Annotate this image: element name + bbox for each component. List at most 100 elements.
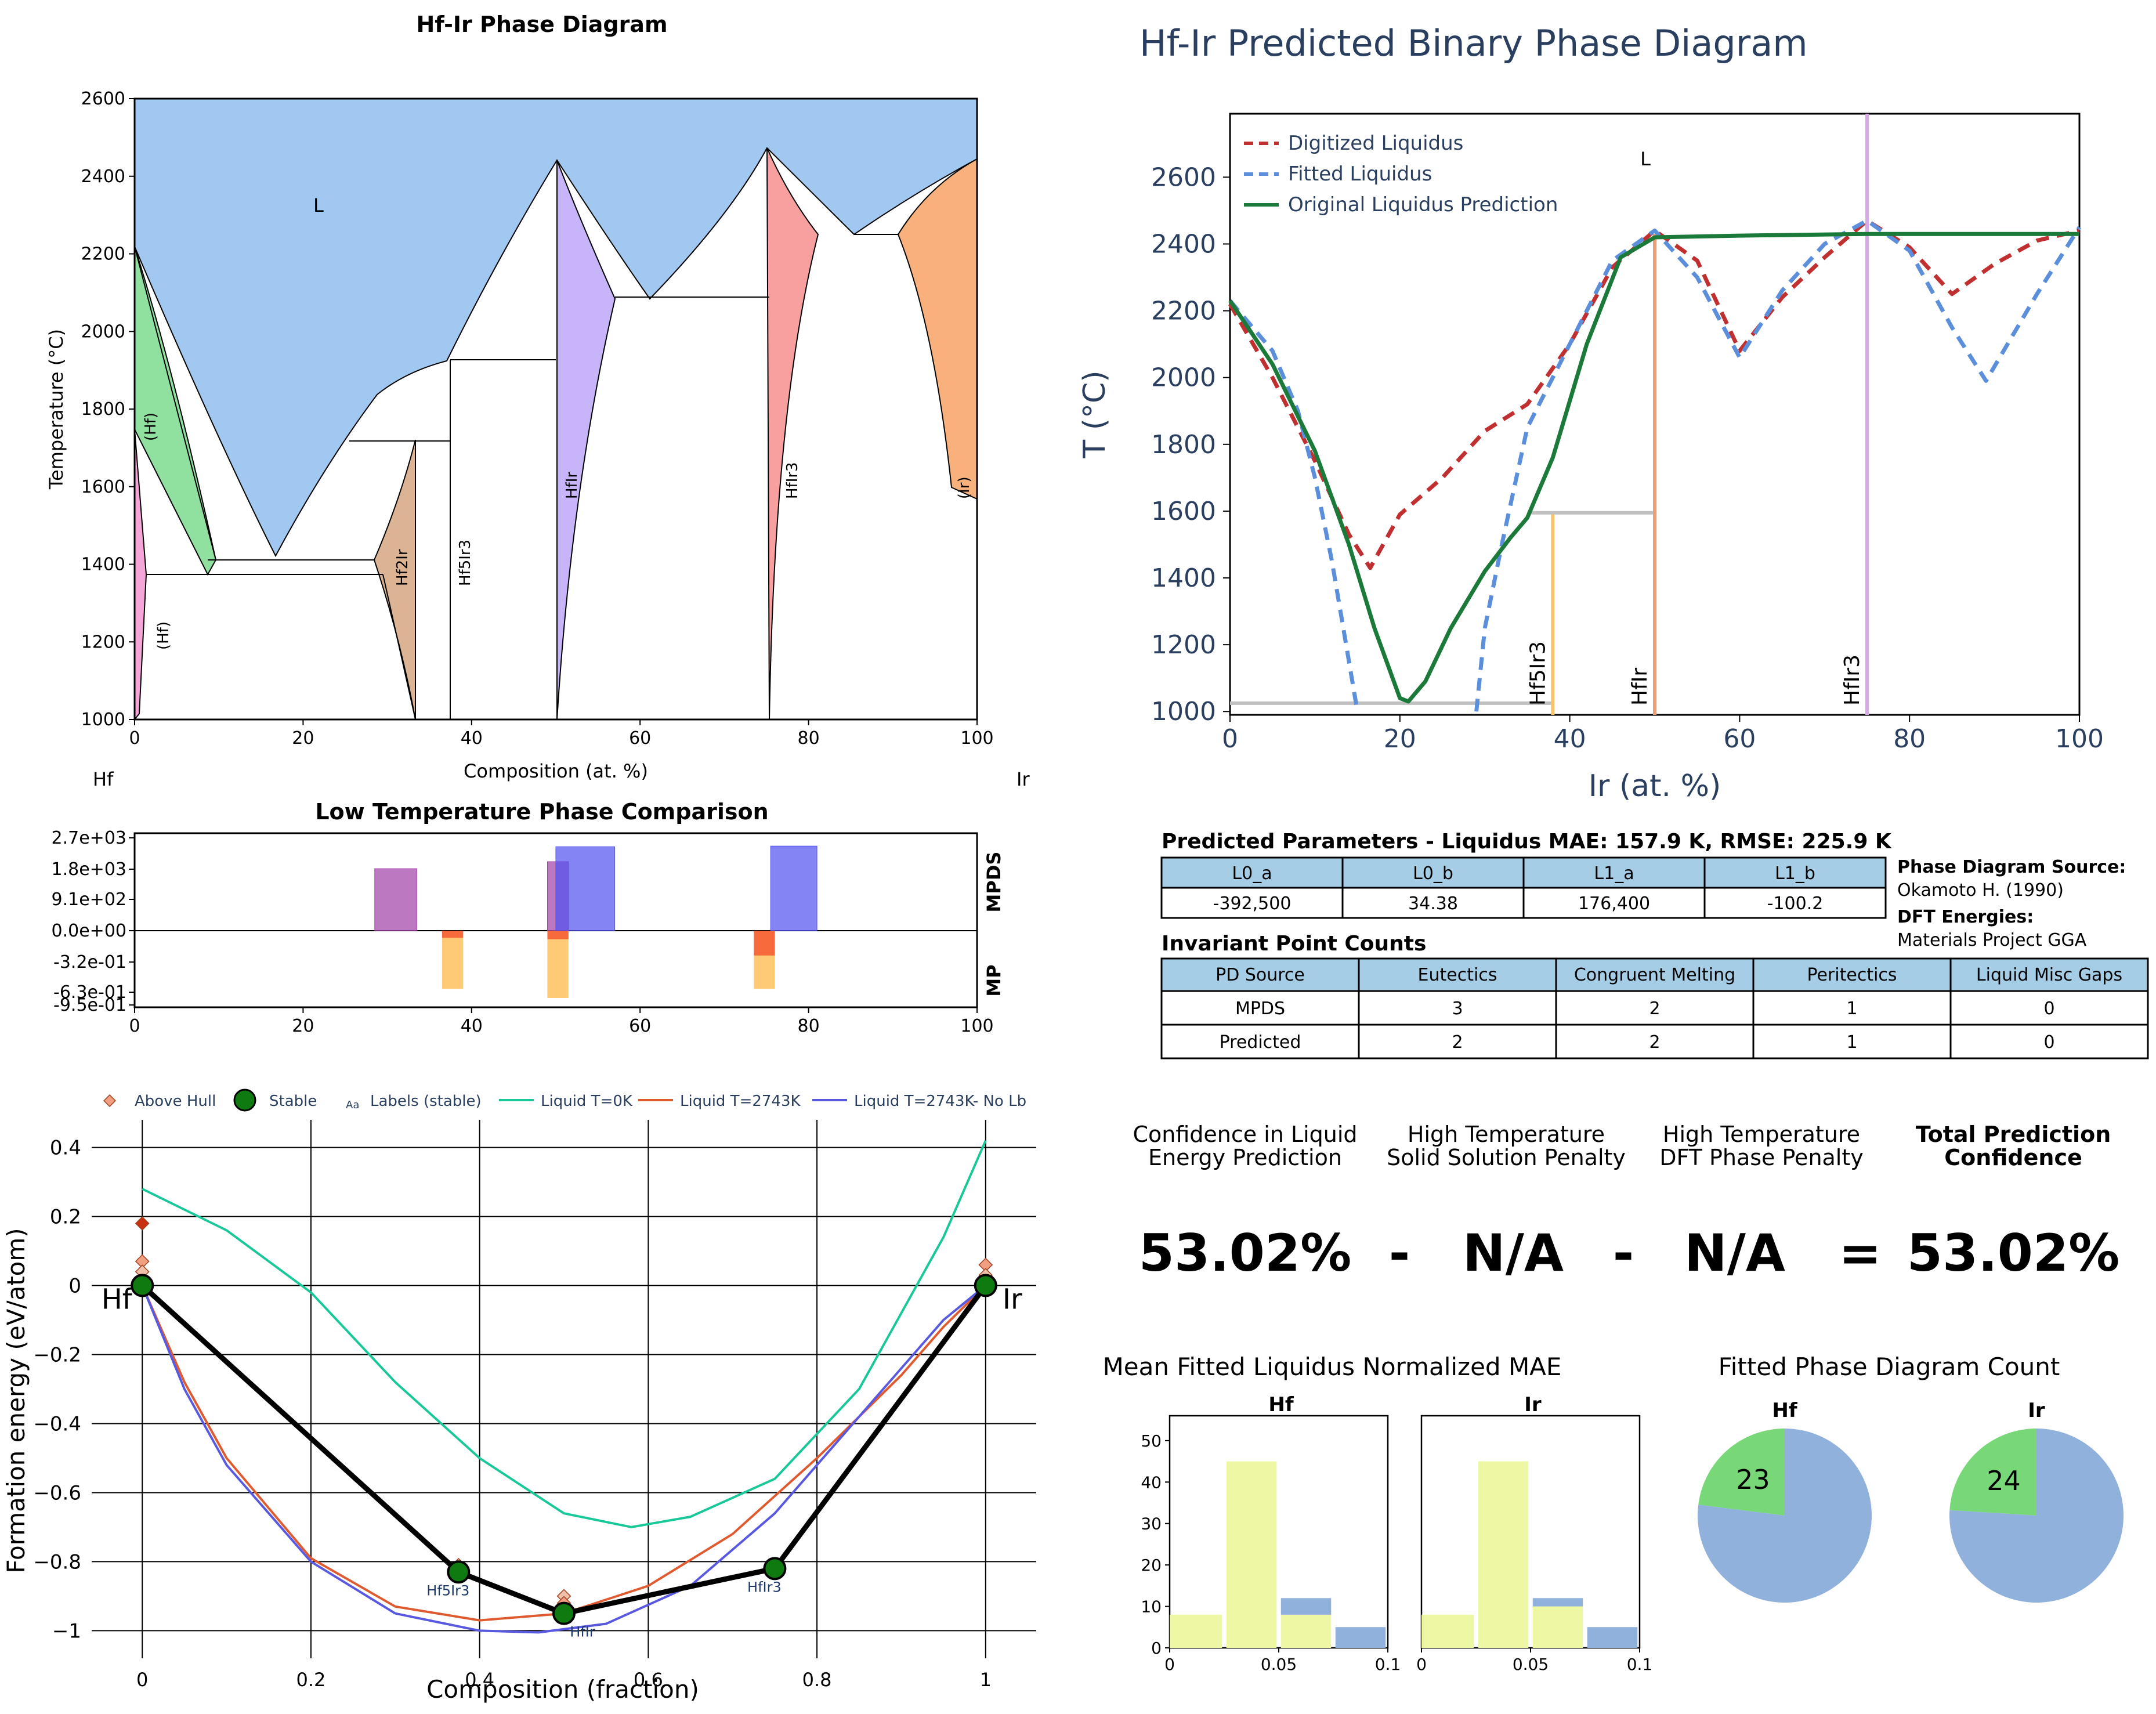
pd-label-hf-high: (Hf) [142,413,160,441]
predicted-y-axis-label: T (°C) [1077,370,1112,458]
y-tick-label: -3.2e-01 [53,952,126,972]
x-tick-label: 0 [136,1669,148,1691]
y-tick-label: 9.1e+02 [52,889,126,910]
stable-point [131,1274,154,1297]
y-tick-label: 30 [1141,1514,1162,1534]
y-tick-label: 0.2 [50,1206,81,1229]
liquid-curve [141,1284,987,1634]
inv-header-misc-gaps: Liquid Misc Gaps [1976,965,2122,985]
pie-slice [1949,1429,2036,1516]
pd-label-hf2ir: Hf2Ir [394,549,411,586]
pd-source-value: Okamoto H. (1990) [1897,880,2064,901]
x-tick-label: 60 [629,728,651,748]
x-tick-label: 80 [798,728,820,748]
inv-predicted-eutectics: 2 [1452,1032,1463,1053]
x-tick-label: 80 [1893,724,1926,754]
inv-header-eutectics: Eutectics [1418,965,1497,985]
y-tick-label: 0.4 [50,1137,81,1160]
x-tick-label: 60 [1723,724,1756,754]
predicted-title: Hf-Ir Predicted Binary Phase Diagram [1140,22,1808,64]
stable-point [447,1560,471,1584]
x-tick-label: 0.1 [1375,1655,1401,1674]
x-tick-label: 100 [960,728,993,748]
liquid-region [134,98,978,558]
hist-bar-yellow [1226,1461,1277,1648]
mae-title: Mean Fitted Liquidus Normalized MAE [1103,1353,1562,1381]
inv-predicted-congruent: 2 [1649,1032,1660,1053]
low-temp-title: Low Temperature Phase Comparison [315,799,768,825]
conf-value-liquid: 53.02% [1139,1223,1352,1283]
y-tick-label: −0.4 [33,1412,81,1435]
predicted-phase-diagram: Hf-Ir Predicted Binary Phase Diagram Hf5… [1077,22,2104,804]
pie-slice-label: 24 [1987,1465,2021,1496]
hull-y-ticks: 0.4 0.2 0 −0.2 −0.4 −0.6 −0.8 −1 [33,1137,81,1643]
legend-labels-icon: Aa [346,1099,359,1111]
y-tick-label: 1200 [1151,630,1216,660]
histogram-ir: 0 0.05 0.1 [1416,1415,1653,1674]
low-temp-y-ticks: 2.7e+03 1.8e+03 9.1e+02 0.0e+00 -3.2e-01 -6.3… [52,828,135,1015]
reference-phase-diagram: Hf-Ir Phase Diagram 0 20 40 60 80 100 1000 120… [45,12,1030,790]
y-tick-label: 2200 [1151,296,1216,326]
x-tick-label: 100 [2055,724,2104,754]
x-tick-label: 40 [461,1016,483,1036]
conf-operator-2: - [1613,1223,1634,1283]
y-tick-label: 2200 [81,244,125,265]
y-tick-label: 2600 [81,89,125,109]
y-tick-label: −0.8 [33,1550,81,1574]
hist-bar-yellow [1280,1614,1332,1648]
hull-points: Hf Hf5Ir3 HfIr HfIr3 Ir [102,1216,1022,1640]
y-tick-label: 1400 [81,555,125,575]
x-tick-label: 0 [1164,1655,1175,1674]
x-tick-label: 20 [292,1016,314,1036]
inv-mpds-peritectics: 1 [1846,999,1857,1019]
param-header-l1a: L1_a [1594,863,1634,884]
params-title: Predicted Parameters - Liquidus MAE: 157… [1162,830,1892,854]
pd-right-element: Ir [1016,768,1030,790]
param-header-l1b: L1_b [1775,863,1815,884]
mpds-bar [555,846,616,931]
x-tick-label: 0.2 [296,1669,325,1691]
x-tick-label: 0.1 [1627,1655,1653,1674]
x-tick-label: 60 [629,1016,651,1036]
mpds-side-label: MPDS [983,852,1005,913]
y-tick-label: 2600 [1151,162,1216,192]
y-tick-label: 1800 [81,399,125,420]
hist-bar-blue [1280,1598,1332,1615]
x-tick-label: 0 [1222,724,1238,754]
conf-header-2a: High Temperature [1408,1122,1605,1147]
pd-label-ir: (Ir) [956,476,973,499]
y-tick-label: 40 [1141,1473,1162,1492]
hist-bar-blue [1532,1598,1583,1607]
series-line [1228,218,2081,712]
y-tick-label: 10 [1141,1597,1162,1617]
legend-above-hull: Above Hull [135,1093,216,1110]
inv-mpds-source: MPDS [1235,999,1285,1019]
pie-slice [1698,1429,1872,1603]
mp-bar [442,931,464,938]
y-tick-label: 1000 [1151,697,1216,726]
mp-bar [754,931,775,956]
y-tick-label: −1 [52,1619,81,1643]
y-tick-label: 50 [1141,1431,1162,1451]
x-tick-label: 20 [292,728,314,748]
y-tick-label: 2000 [81,321,125,342]
formation-energy-chart: Above Hull Stable Aa Labels (stable) Liq… [2,1089,1036,1704]
x-tick-label: 40 [1554,724,1586,754]
pie-hf-title: Hf [1772,1399,1797,1422]
phase-diagram-x-ticks: 0 20 40 60 80 100 [129,719,994,748]
y-tick-label: 0 [1151,1639,1162,1658]
hist-bar-blue [1335,1627,1386,1648]
param-value-l1b: -100.2 [1767,894,1824,914]
series-line [1228,232,2079,704]
y-tick-label: 1400 [1151,563,1216,593]
source-info: Phase Diagram Source: Okamoto H. (1990) … [1897,857,2126,950]
compound-label: HfIr3 [1840,654,1864,706]
invariants-title: Invariant Point Counts [1162,932,1426,956]
low-temp-bars [374,845,817,998]
legend-liquid-nolb: Liquid T=2743K- No Lb [854,1093,1026,1110]
phase-diagram-y-ticks: 1000 1200 1400 1600 1800 2000 2200 2400 2600 [81,89,135,730]
y-tick-label: 1800 [1151,430,1216,460]
legend-labels-stable: Labels (stable) [370,1093,482,1110]
hist-bar-blue [1587,1627,1638,1648]
predicted-x-ticks: 0 20 40 60 80 100 [1222,715,2104,754]
